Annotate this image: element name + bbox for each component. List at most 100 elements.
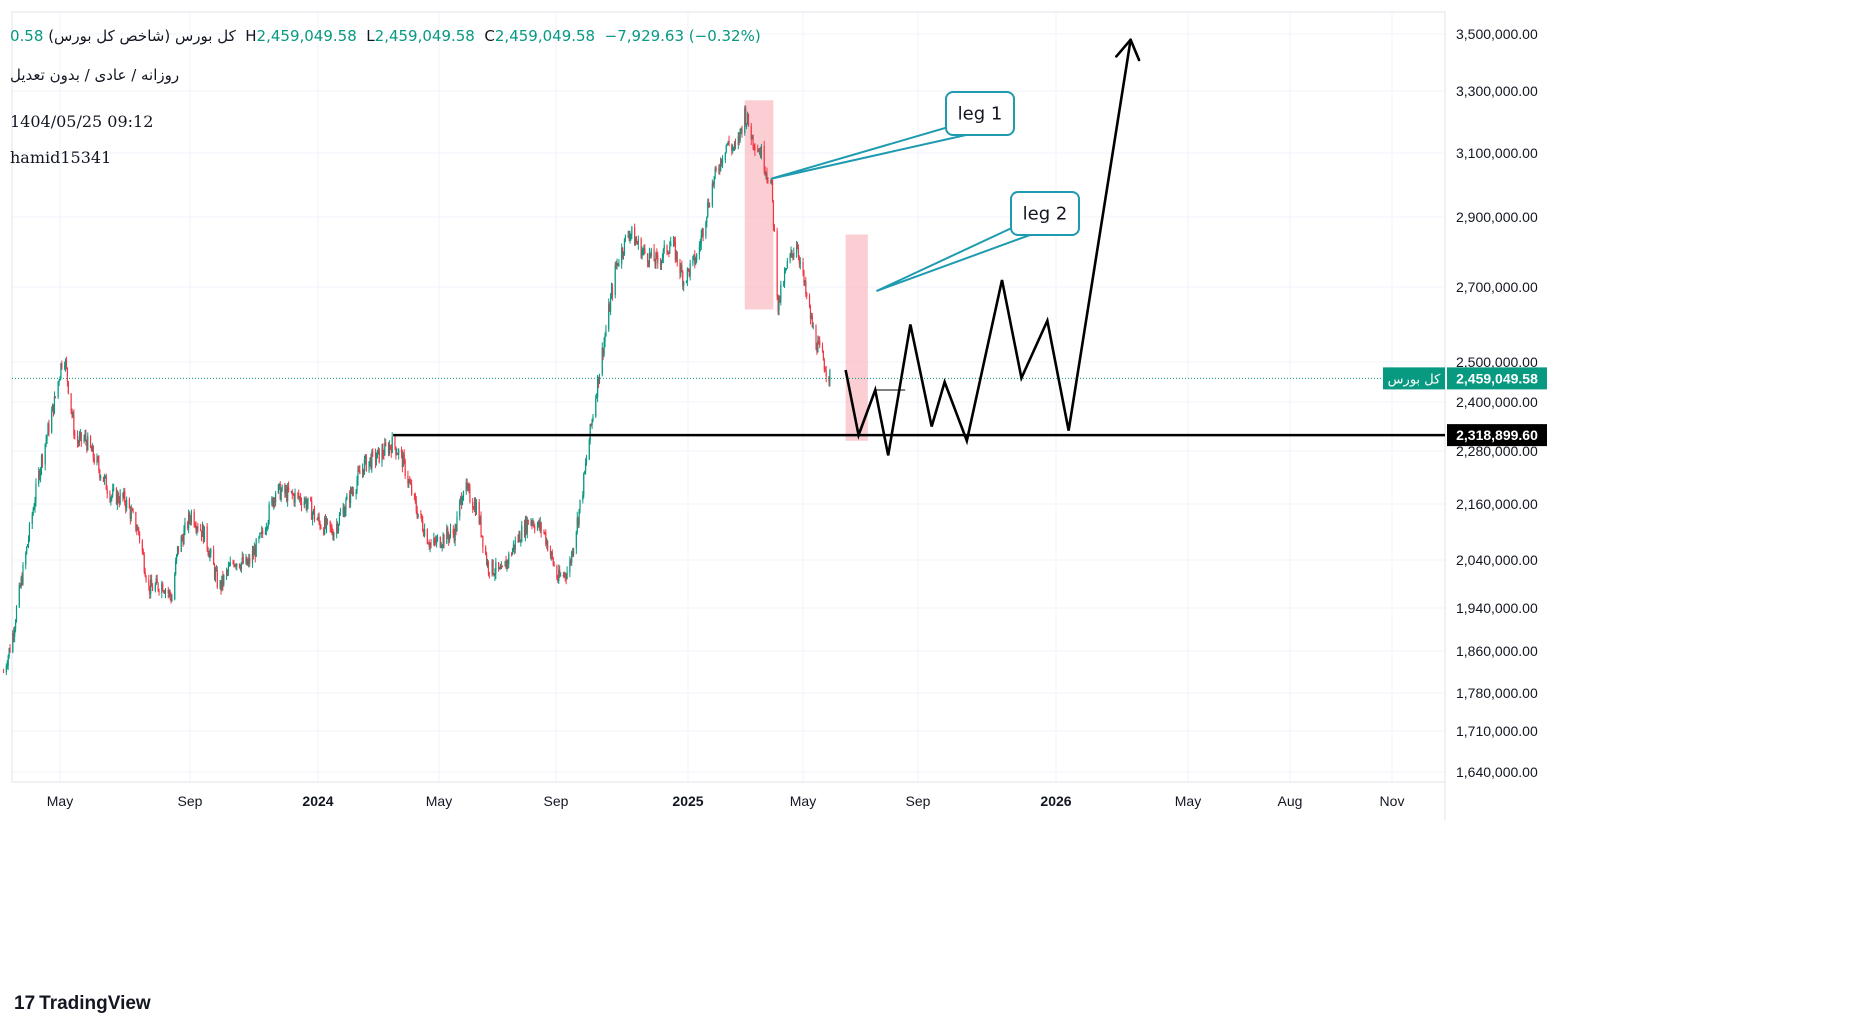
candle-body xyxy=(518,533,520,541)
candle-body xyxy=(526,519,528,534)
candle-body xyxy=(226,570,229,572)
candle-body xyxy=(248,557,250,563)
candle-body xyxy=(776,231,778,297)
tradingview-brand[interactable]: 17 TradingView xyxy=(14,993,151,1015)
candle-body xyxy=(175,561,177,575)
candle-body xyxy=(627,235,629,237)
candle-body xyxy=(145,576,147,581)
candle-body xyxy=(712,183,714,185)
candle-body xyxy=(350,488,353,493)
candle-body xyxy=(312,509,315,513)
candle-body xyxy=(161,583,163,593)
candle-body xyxy=(786,260,788,269)
candle-body xyxy=(65,360,68,368)
candle-body xyxy=(683,282,685,286)
candle-body xyxy=(60,363,62,378)
candle-body xyxy=(746,123,748,125)
candle-body xyxy=(313,509,316,520)
candle-body xyxy=(442,535,444,546)
callouts[interactable]: leg 1 leg 2 xyxy=(770,91,1080,292)
candle-body xyxy=(760,145,763,158)
candle-body xyxy=(355,490,357,495)
candle-body xyxy=(440,547,442,549)
candle-body xyxy=(175,554,178,562)
candle-body xyxy=(524,518,527,536)
candle-body xyxy=(20,577,22,588)
candle-body xyxy=(421,514,423,522)
candle-body xyxy=(259,533,261,538)
candle-body xyxy=(534,526,536,530)
candle-body xyxy=(383,454,385,456)
price-axis[interactable]: 3,500,000.00 3,300,000.00 3,100,000.00 2,90… xyxy=(1383,26,1547,780)
candle-body xyxy=(745,108,747,125)
candle-body xyxy=(778,295,780,311)
support-tag-value: 2,318,899.60 xyxy=(1456,427,1538,443)
candle-body xyxy=(89,436,92,448)
candle-body xyxy=(171,599,173,602)
price-tick-label: 2,500,000.00 xyxy=(1456,354,1538,370)
candle-body xyxy=(395,446,397,455)
candle-body xyxy=(31,514,33,524)
time-axis[interactable]: May Sep 2024 May Sep 2025 May Sep 2026 May Aug Nov xyxy=(47,793,1405,809)
candle-body xyxy=(643,247,645,251)
candle-body xyxy=(455,526,457,532)
candle-body xyxy=(452,529,454,534)
candle-body xyxy=(143,554,145,572)
candle-body xyxy=(415,500,417,512)
candle-body xyxy=(815,326,817,349)
candle-body xyxy=(252,550,254,556)
candle-body xyxy=(286,489,288,502)
candle-body xyxy=(715,168,717,171)
symbol-title[interactable]: کل بورس (شاخص کل بورس) xyxy=(48,27,236,45)
candle-body xyxy=(344,510,346,517)
candle-body xyxy=(349,495,351,503)
candle-body xyxy=(770,181,772,184)
candle-body xyxy=(99,469,101,478)
candle-body xyxy=(91,446,93,452)
candle-body xyxy=(504,561,506,567)
candle-body xyxy=(362,468,365,474)
candle-body xyxy=(247,562,249,565)
candle-body xyxy=(461,499,464,505)
candle-body xyxy=(240,562,242,570)
candle-body xyxy=(27,544,29,547)
candle-body xyxy=(85,434,87,442)
candle-body xyxy=(41,455,44,465)
candle-body xyxy=(689,263,691,276)
candle-body xyxy=(155,578,157,585)
tradingview-logo-icon: 17 xyxy=(14,993,36,1014)
projection-drawing[interactable] xyxy=(844,38,1141,456)
candle-body xyxy=(714,168,716,177)
candle-body xyxy=(267,521,269,527)
candle-body xyxy=(711,183,713,206)
candle-body xyxy=(693,254,695,257)
candle-body xyxy=(508,554,510,564)
candle-body xyxy=(45,439,47,444)
candle-body xyxy=(597,376,599,397)
candle-body xyxy=(767,178,769,182)
candle-body xyxy=(808,295,811,307)
candle-body xyxy=(394,436,396,447)
candle-body xyxy=(162,583,164,592)
candle-body xyxy=(746,114,749,124)
candle-body xyxy=(759,151,762,158)
candle-body xyxy=(468,486,470,488)
candle-body xyxy=(294,493,296,503)
candle-body xyxy=(251,550,254,564)
candle-body xyxy=(142,551,144,555)
candle-body xyxy=(51,404,54,412)
candle-body xyxy=(538,520,540,529)
candle-body xyxy=(819,341,821,346)
candle-body xyxy=(734,143,737,145)
candle-body xyxy=(25,553,27,565)
candle-body xyxy=(48,423,50,433)
candle-body xyxy=(469,487,471,503)
ohlc-legend: کل بورس (شاخص کل بورس) 0.58 H2,459,049.5… xyxy=(10,27,761,45)
candle-body xyxy=(527,519,529,525)
candle-body xyxy=(821,345,824,352)
candle-body xyxy=(266,526,268,528)
candle-body xyxy=(299,496,301,498)
last-price-value: 2,459,049.58 xyxy=(1456,370,1538,386)
zone-rect xyxy=(744,100,774,310)
